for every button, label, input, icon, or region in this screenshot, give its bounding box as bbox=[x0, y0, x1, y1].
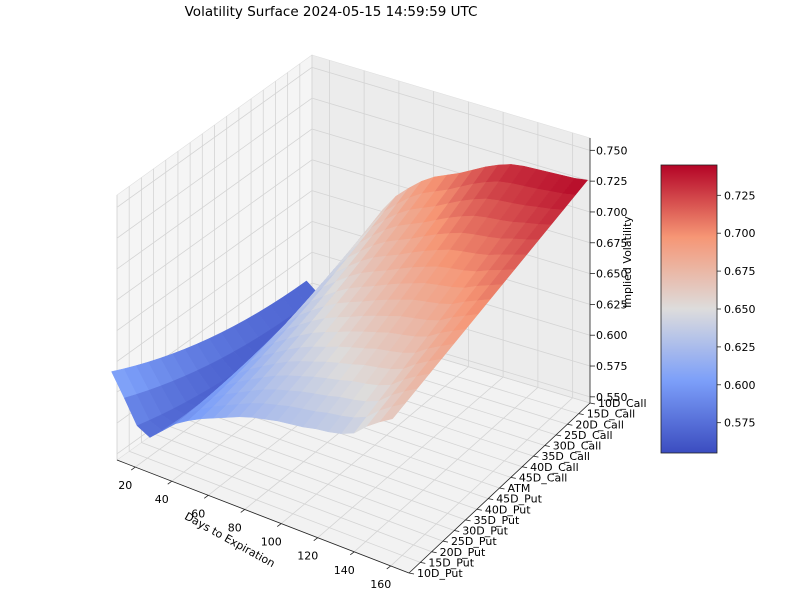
y-tick bbox=[431, 551, 437, 554]
colorbar-tick-label: 0.725 bbox=[724, 189, 756, 202]
z-gridline bbox=[311, 97, 591, 182]
y-tick-label: 40D_Put bbox=[485, 503, 531, 516]
y-tick bbox=[465, 519, 471, 522]
y-tick bbox=[488, 498, 494, 501]
y-tick-label: 40D_Call bbox=[530, 461, 579, 474]
x-tick-label: 100 bbox=[261, 536, 282, 549]
y-gridline bbox=[141, 442, 432, 553]
y-tick-label: 30D_Put bbox=[462, 525, 508, 538]
y-tick-label: 15D_Call bbox=[587, 408, 636, 421]
y-tick-label: 45D_Put bbox=[496, 493, 542, 506]
x-tick-label: 140 bbox=[334, 564, 355, 577]
x-tick bbox=[386, 565, 391, 570]
z-axis-label: Implied Volatility bbox=[621, 216, 634, 308]
y-tick-label: ATM bbox=[508, 482, 531, 495]
y-tick bbox=[578, 413, 584, 416]
colorbar-tick-label: 0.650 bbox=[724, 303, 756, 316]
y-tick bbox=[408, 572, 415, 575]
x-axis-line bbox=[116, 459, 410, 574]
x-tick-label: 80 bbox=[228, 521, 242, 534]
z-tick-label: 0.575 bbox=[596, 360, 628, 373]
x-tick bbox=[167, 480, 172, 485]
colorbar-tick-label: 0.675 bbox=[724, 265, 756, 278]
colorbar-tick-label: 0.625 bbox=[724, 341, 756, 354]
y-gridline bbox=[165, 424, 455, 531]
y-tick bbox=[442, 540, 449, 543]
y-gridline bbox=[129, 450, 421, 563]
y-tick bbox=[533, 455, 539, 458]
surface-patch bbox=[379, 403, 406, 423]
z-tick-label: 0.675 bbox=[596, 237, 628, 250]
z-gridline bbox=[116, 67, 313, 208]
y-gridline bbox=[177, 415, 466, 521]
x-tick bbox=[313, 537, 318, 542]
y-tick-label: 35D_Put bbox=[474, 514, 520, 527]
y-tick bbox=[454, 530, 460, 532]
x-tick-label: 20 bbox=[118, 479, 132, 492]
y-tick bbox=[522, 466, 528, 469]
x-tick-label: 40 bbox=[155, 493, 169, 506]
y-tick bbox=[476, 508, 482, 511]
colorbar-tick-label: 0.600 bbox=[724, 379, 756, 392]
z-tick-label: 0.625 bbox=[596, 298, 628, 311]
z-tick-label: 0.600 bbox=[596, 329, 628, 342]
colorbar-tick-label: 0.700 bbox=[724, 227, 756, 240]
y-tick bbox=[499, 487, 505, 490]
x-tick bbox=[131, 466, 136, 471]
z-tick-label: 0.700 bbox=[596, 206, 628, 219]
y-tick bbox=[544, 445, 550, 447]
z-gridline bbox=[116, 159, 313, 301]
y-tick bbox=[567, 423, 573, 426]
x-tick bbox=[350, 551, 355, 556]
z-gridline bbox=[116, 221, 313, 362]
x-tick bbox=[204, 494, 209, 499]
y-tick-label: 10D_Call bbox=[598, 397, 647, 410]
y-tick-label: 25D_Call bbox=[564, 429, 613, 442]
z-gridline bbox=[116, 128, 313, 270]
z-gridline bbox=[311, 66, 591, 151]
y-tick-label: 15D_Put bbox=[428, 556, 474, 569]
chart-title: Volatility Surface 2024-05-15 14:59:59 U… bbox=[185, 4, 478, 20]
colorbar-tick-label: 0.575 bbox=[724, 417, 756, 430]
z-gridline bbox=[116, 190, 313, 331]
z-tick-label: 0.750 bbox=[596, 144, 628, 157]
x-tick bbox=[240, 509, 245, 513]
y-tick-label: 30D_Call bbox=[553, 440, 602, 453]
y-tick-label: 20D_Call bbox=[575, 418, 624, 431]
z-gridline bbox=[116, 97, 313, 239]
y-gridline bbox=[153, 433, 444, 542]
y-tick-label: 25D_Put bbox=[451, 535, 497, 548]
y-tick-label: 10D_Put bbox=[417, 567, 463, 580]
x-tick bbox=[277, 523, 282, 527]
y-tick bbox=[589, 402, 596, 405]
colorbar-gradient bbox=[660, 164, 718, 454]
y-tick bbox=[555, 434, 562, 437]
y-tick bbox=[510, 476, 516, 479]
colorbar: 0.575 0.600 0.625 0.650 0.675 0.700 0.725 bbox=[660, 164, 756, 454]
x-tick-label: 160 bbox=[370, 578, 391, 591]
y-tick bbox=[420, 561, 426, 564]
z-tick-label: 0.725 bbox=[596, 175, 628, 188]
surface bbox=[111, 164, 589, 438]
y-gridline bbox=[189, 407, 478, 510]
x-tick-label: 60 bbox=[191, 507, 205, 520]
y-tick-label: 45D_Call bbox=[519, 471, 568, 484]
x-tick-label: 120 bbox=[297, 550, 318, 563]
y-tick-label: 20D_Put bbox=[440, 546, 486, 559]
z-tick-label: 0.650 bbox=[596, 268, 628, 281]
y-tick-label: 35D_Call bbox=[541, 450, 590, 463]
axes: 20 40 60 80 100 120 140 160 10D_Put15D_Put20D_Pu… bbox=[116, 138, 647, 591]
z-tick-label: 0.550 bbox=[596, 391, 628, 404]
